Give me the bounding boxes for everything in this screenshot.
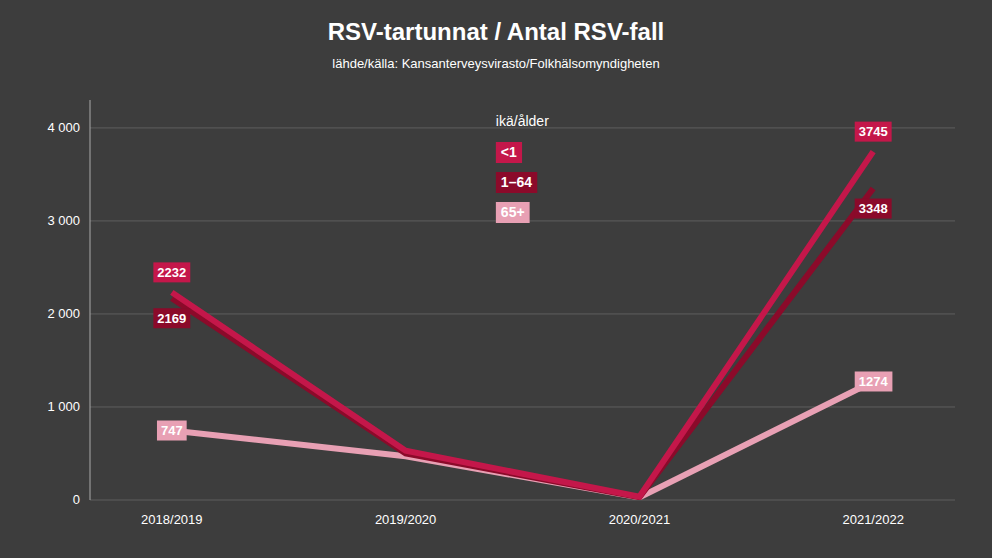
data-labels: 747 1274 2169 3348 2232 3745 [153,122,892,441]
legend-label: 1–64 [501,174,532,190]
legend-label: 65+ [501,204,525,220]
data-label-box [855,122,892,142]
subtitle: lähde/källa: Kansanterveysvirasto/Folkhä… [332,56,659,71]
grid-line [90,500,955,501]
y-tick-label: 4 000 [47,120,80,135]
data-label: 747 [157,421,187,441]
legend-item: <1 [496,142,522,163]
x-tick-label: 2020/2021 [609,512,670,527]
background [0,0,992,558]
data-label-text: 1274 [859,374,889,389]
data-label-text: 3745 [859,124,888,139]
title: RSV-tartunnat / Antal RSV-fall [328,18,664,45]
data-label-text: 3348 [859,201,888,216]
legend-swatch [496,142,522,163]
data-label: 3745 [855,122,892,142]
legend-label: <1 [501,144,517,160]
data-label-text: 2169 [157,311,186,326]
series-line [172,152,873,497]
legend-swatch [496,172,537,193]
x-tick-label: 2019/2020 [375,512,436,527]
y-tick-label: 0 [73,492,80,507]
data-label-box [153,262,190,282]
data-label-box [157,421,187,441]
series-line [172,189,873,498]
data-label-text: 2232 [157,265,186,280]
y-axis-line [90,100,91,500]
grid [90,128,955,500]
legend-swatch [496,202,530,223]
legend-title: ikä/ålder [496,113,549,129]
series-line [172,381,873,497]
axes: 0 1 000 2 000 3 000 4 000 2018/2019 2019/2020 2… [47,100,903,527]
x-tick-label: 2018/2019 [141,512,202,527]
legend-item: 65+ [496,202,530,223]
lines [172,152,873,498]
data-label: 3348 [855,199,892,219]
legend-item: 1–64 [496,172,537,193]
data-label-box [855,199,892,219]
data-label: 2169 [153,308,190,328]
y-tick-label: 3 000 [47,213,80,228]
data-label-box [153,308,190,328]
x-tick-label: 2021/2022 [842,512,903,527]
grid-line [90,313,955,314]
data-label-text: 747 [161,423,183,438]
legend: ikä/ålder <1 1–64 65+ [496,113,549,223]
y-tick-label: 1 000 [47,399,80,414]
chart: RSV-tartunnat / Antal RSV-fall lähde/käll… [0,0,992,558]
data-label: 2232 [153,262,190,282]
data-label: 1274 [855,371,893,391]
data-label-box [855,371,893,391]
y-tick-label: 2 000 [47,306,80,321]
